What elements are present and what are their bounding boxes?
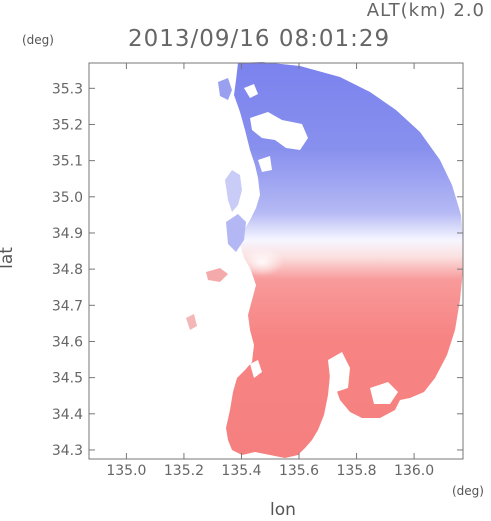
plot-frame <box>88 62 464 460</box>
y-tick-label: 34.5 <box>52 371 83 387</box>
y-tick-label: 35.2 <box>52 117 83 133</box>
gap-south-east <box>328 352 350 392</box>
south-echo-fragment <box>206 268 228 282</box>
x-tick-label: 135.2 <box>164 463 204 479</box>
y-tick-label: 34.6 <box>52 334 83 350</box>
x-tick-label: 135.0 <box>106 463 146 479</box>
gap-south-west <box>250 360 262 378</box>
radar-center-glow <box>240 248 284 276</box>
data-gaps <box>244 84 398 404</box>
x-axis-ticks: 135.0 135.2 135.4 135.6 135.8 136.0 <box>106 63 434 479</box>
y-tick-label: 34.7 <box>52 298 83 314</box>
gap-south-east-2 <box>370 382 398 404</box>
y-tick-label: 34.9 <box>52 226 83 242</box>
x-axis-unit: (deg) <box>452 484 484 498</box>
west-echo-fragment-2 <box>218 78 232 100</box>
gap-north-lake <box>250 112 308 150</box>
gap-north-2 <box>258 156 272 172</box>
x-tick-label: 135.6 <box>279 463 319 479</box>
echo-field <box>186 62 463 458</box>
altitude-label: ALT(km) 2.0 <box>366 0 485 21</box>
main-echo-region <box>226 62 463 458</box>
y-tick-label: 35.0 <box>52 190 83 206</box>
south-echo-fragment-2 <box>186 314 197 330</box>
y-axis-unit: (deg) <box>22 33 54 47</box>
gap-north-small <box>244 84 258 98</box>
x-tick-label: 136.0 <box>394 463 434 479</box>
x-tick-label: 135.4 <box>221 463 261 479</box>
y-tick-label: 35.3 <box>52 81 83 97</box>
west-echo-fragment <box>225 170 242 212</box>
west-echo-fragment-3 <box>226 214 246 252</box>
y-tick-label: 35.1 <box>52 154 83 170</box>
x-axis-title: lon <box>270 500 296 520</box>
scan-timestamp: 2013/09/16 08:01:29 <box>128 26 391 52</box>
y-tick-label: 34.3 <box>52 443 83 459</box>
y-axis-ticks: 34.3 34.4 34.5 34.6 34.7 34.8 34.9 35.0 35.1 35.2… <box>52 81 463 459</box>
x-tick-label: 135.8 <box>337 463 377 479</box>
y-tick-label: 34.4 <box>52 407 83 423</box>
y-tick-label: 34.8 <box>52 262 83 278</box>
